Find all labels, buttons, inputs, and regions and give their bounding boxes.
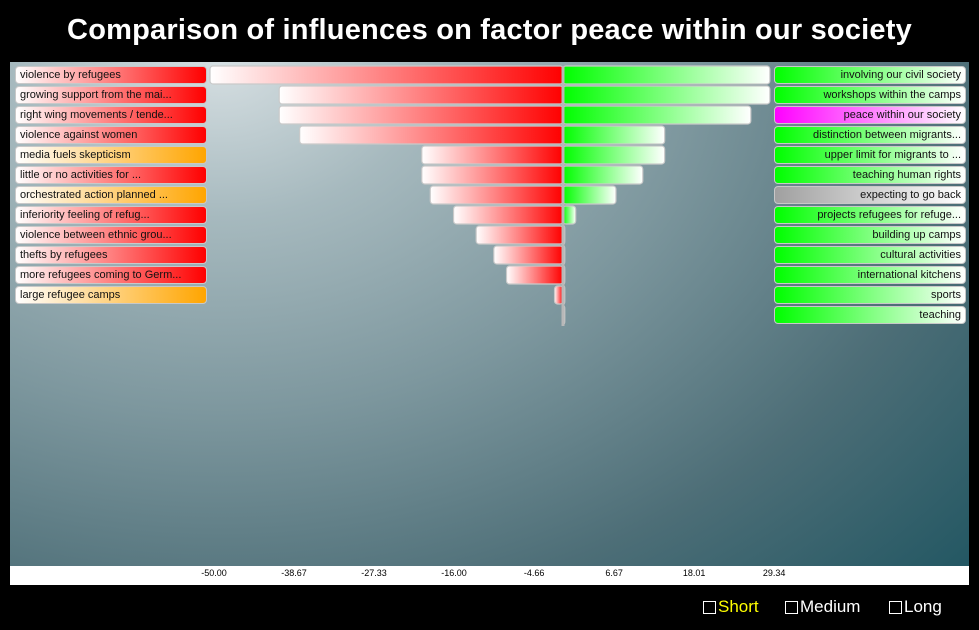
x-tick-label: 18.01: [682, 568, 706, 578]
label-positive-6[interactable]: expecting to go back: [774, 186, 966, 204]
bar-positive-3: [562, 125, 666, 145]
label-positive-5[interactable]: teaching human rights: [774, 166, 966, 184]
label-negative-1[interactable]: growing support from the mai...: [15, 86, 207, 104]
x-axis: -50.00 -38.67 -27.33 -16.00 -4.66 6.67 18.01 29…: [10, 566, 969, 585]
label-negative-8[interactable]: violence between ethnic grou...: [15, 226, 207, 244]
label-positive-12[interactable]: teaching: [774, 306, 966, 324]
bar-positive-0: [562, 65, 771, 85]
x-tick-label: -4.66: [523, 568, 545, 578]
label-positive-7[interactable]: projects refugees for refuge...: [774, 206, 966, 224]
bar-positive-1: [562, 85, 771, 105]
bar-negative-2: [278, 105, 564, 125]
legend-item-long[interactable]: Long: [889, 597, 942, 617]
legend-label: Medium: [800, 597, 861, 616]
label-negative-2[interactable]: right wing movements / tende...: [15, 106, 207, 124]
bar-negative-6: [429, 185, 564, 205]
label-negative-5[interactable]: little or no activities for ...: [15, 166, 207, 184]
bar-positive-5: [562, 165, 644, 185]
checkbox-icon[interactable]: [889, 600, 902, 614]
checkbox-icon[interactable]: [785, 600, 798, 614]
label-negative-3[interactable]: violence against women: [15, 126, 207, 144]
label-positive-10[interactable]: international kitchens: [774, 266, 966, 284]
x-tick-label: -50.00: [201, 568, 227, 578]
plot-area: violence by refugees growing support from…: [10, 62, 969, 566]
bar-negative-10: [505, 265, 564, 285]
label-positive-11[interactable]: sports: [774, 286, 966, 304]
label-positive-4[interactable]: upper limit for migrants to ...: [774, 146, 966, 164]
label-negative-6[interactable]: orchestrated action planned ...: [15, 186, 207, 204]
bar-negative-4: [421, 145, 564, 165]
legend-label: Short: [718, 597, 759, 616]
bar-negative-1: [278, 85, 564, 105]
legend-label: Long: [904, 597, 942, 616]
label-negative-11[interactable]: large refugee camps: [15, 286, 207, 304]
label-positive-2[interactable]: peace within our society: [774, 106, 966, 124]
bar-positive-2: [562, 105, 752, 125]
bar-negative-9: [493, 245, 564, 265]
legend-item-short[interactable]: Short: [703, 597, 759, 617]
label-positive-0[interactable]: involving our civil society: [774, 66, 966, 84]
bar-positive-6: [562, 185, 617, 205]
checkbox-icon[interactable]: [703, 600, 716, 614]
bar-negative-7: [452, 205, 564, 225]
x-tick-label: 29.34: [762, 568, 786, 578]
label-negative-4[interactable]: media fuels skepticism: [15, 146, 207, 164]
label-negative-9[interactable]: thefts by refugees: [15, 246, 207, 264]
label-positive-8[interactable]: building up camps: [774, 226, 966, 244]
bar-negative-8: [475, 225, 564, 245]
label-negative-10[interactable]: more refugees coming to Germ...: [15, 266, 207, 284]
bar-positive-7: [562, 205, 577, 225]
tornado-chart: [209, 65, 771, 326]
x-tick-label: -27.33: [361, 568, 387, 578]
bar-negative-0: [209, 65, 564, 85]
bar-positive-4: [562, 145, 666, 165]
chart-title: Comparison of influences on factor peace…: [67, 14, 912, 46]
bar-negative-5: [421, 165, 564, 185]
label-positive-3[interactable]: distinction between migrants...: [774, 126, 966, 144]
legend-item-medium[interactable]: Medium: [785, 597, 860, 617]
label-positive-9[interactable]: cultural activities: [774, 246, 966, 264]
x-tick-label: 6.67: [605, 568, 623, 578]
x-tick-label: -16.00: [441, 568, 467, 578]
label-negative-7[interactable]: inferiority feeling of refug...: [15, 206, 207, 224]
bar-negative-3: [299, 125, 564, 145]
label-positive-1[interactable]: workshops within the camps: [774, 86, 966, 104]
label-negative-0[interactable]: violence by refugees: [15, 66, 207, 84]
x-tick-label: -38.67: [281, 568, 307, 578]
